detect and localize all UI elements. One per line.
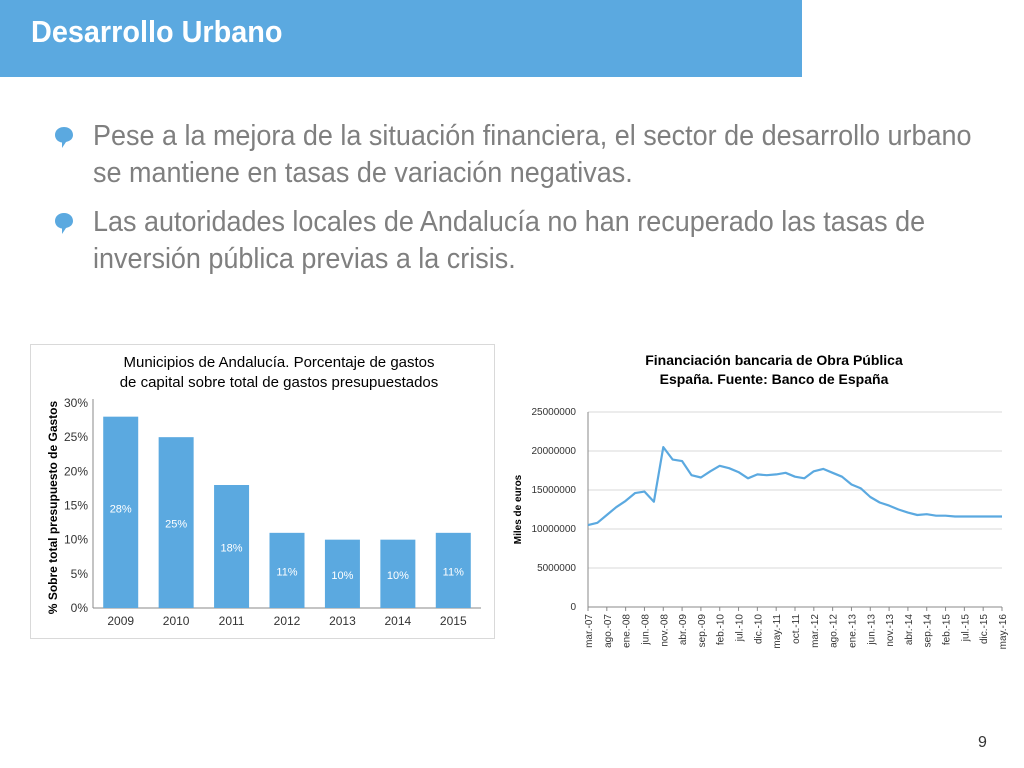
x-tick-label: jul.-15 — [960, 614, 971, 643]
bar — [435, 532, 471, 608]
y-tick-label: 15000000 — [532, 485, 577, 496]
y-tick-label: 0 — [570, 602, 576, 613]
y-axis-label: Miles de euros — [513, 474, 524, 544]
x-tick-label: 2015 — [440, 614, 467, 628]
x-tick-label: jun.-08 — [640, 614, 651, 646]
y-tick-label: 25000000 — [532, 407, 577, 418]
y-tick-label: 0% — [71, 601, 89, 615]
x-tick-label: mar.-07 — [584, 614, 595, 648]
bullet-text: Pese a la mejora de la situación financi… — [93, 120, 972, 189]
y-tick-label: 20% — [64, 464, 88, 478]
x-tick-label: 2012 — [274, 614, 301, 628]
chart-title: de capital sobre total de gastos presupu… — [120, 374, 439, 391]
x-tick-label: dic.-15 — [979, 614, 990, 644]
x-tick-label: jul.-10 — [735, 614, 746, 643]
speech-bubble-icon — [55, 213, 73, 234]
y-tick-label: 25% — [64, 430, 88, 444]
x-tick-label: nov.-13 — [885, 614, 896, 647]
x-tick-label: mar.-12 — [810, 614, 821, 648]
line-chart: Financiación bancaria de Obra Pública Esp… — [513, 352, 1009, 650]
x-tick-label: sep.-09 — [697, 614, 708, 648]
chart-title: España. Fuente: Banco de España — [660, 371, 889, 387]
x-tick-label: 2014 — [385, 614, 412, 628]
data-label: 25% — [165, 519, 187, 531]
data-label: 18% — [221, 543, 243, 555]
bar — [214, 485, 250, 608]
data-label: 10% — [387, 570, 409, 582]
x-tick-label: may.-16 — [998, 614, 1009, 650]
bullet-item: Las autoridades locales de Andalucía no … — [52, 204, 982, 278]
x-tick-label: ene.-08 — [622, 614, 633, 648]
bar-chart-container: Municipios de Andalucía. Porcentaje de g… — [30, 344, 495, 639]
x-tick-label: feb.-15 — [942, 614, 953, 646]
line-chart-container: Financiación bancaria de Obra Pública Esp… — [510, 344, 1010, 664]
data-label: 28% — [110, 504, 132, 516]
x-tick-label: ago.-07 — [603, 614, 614, 648]
data-label: 11% — [443, 566, 464, 578]
bar — [269, 532, 305, 608]
bar — [324, 539, 360, 608]
y-tick-label: 10000000 — [532, 524, 577, 535]
x-tick-label: feb.-10 — [716, 614, 727, 646]
x-tick-label: abr.-09 — [678, 614, 689, 646]
bullet-text: Las autoridades locales de Andalucía no … — [93, 206, 926, 275]
chart-title: Financiación bancaria de Obra Pública — [645, 352, 903, 368]
y-tick-label: 10% — [64, 533, 88, 547]
x-tick-label: sep.-14 — [923, 614, 934, 648]
y-tick-label: 20000000 — [532, 446, 577, 457]
x-tick-label: jun.-13 — [866, 614, 877, 646]
y-tick-label: 15% — [64, 499, 88, 513]
x-tick-label: 2009 — [107, 614, 134, 628]
bar-chart: Municipios de Andalucía. Porcentaje de g… — [46, 354, 481, 628]
x-tick-label: oct.-11 — [791, 614, 802, 644]
bar — [158, 437, 194, 608]
x-tick-label: 2011 — [219, 614, 245, 628]
speech-bubble-icon — [55, 127, 73, 148]
bar — [103, 416, 139, 608]
page-number: 9 — [978, 734, 987, 751]
bullet-list: Pese a la mejora de la situación financi… — [52, 118, 982, 290]
x-tick-label: ene.-13 — [847, 614, 858, 648]
y-tick-label: 5000000 — [537, 563, 576, 574]
bullet-item: Pese a la mejora de la situación financi… — [52, 118, 982, 192]
title-bar: Desarrollo Urbano — [0, 0, 802, 77]
y-tick-label: 5% — [71, 567, 89, 581]
bar — [380, 539, 416, 608]
x-tick-label: nov.-08 — [659, 614, 670, 647]
x-tick-label: abr.-14 — [904, 614, 915, 646]
data-label: 10% — [331, 570, 353, 582]
y-tick-label: 30% — [64, 396, 88, 410]
series-line — [587, 445, 1002, 527]
x-tick-label: may.-11 — [772, 614, 783, 649]
x-tick-label: ago.-12 — [829, 614, 840, 648]
x-tick-label: 2010 — [163, 614, 190, 628]
chart-title: Municipios de Andalucía. Porcentaje de g… — [123, 354, 434, 371]
data-label: 11% — [276, 566, 297, 578]
x-tick-label: dic.-10 — [753, 614, 764, 644]
slide-title: Desarrollo Urbano — [31, 14, 283, 49]
x-tick-label: 2013 — [329, 614, 356, 628]
y-axis-label: % Sobre total presupuesto de Gastos — [46, 400, 60, 614]
